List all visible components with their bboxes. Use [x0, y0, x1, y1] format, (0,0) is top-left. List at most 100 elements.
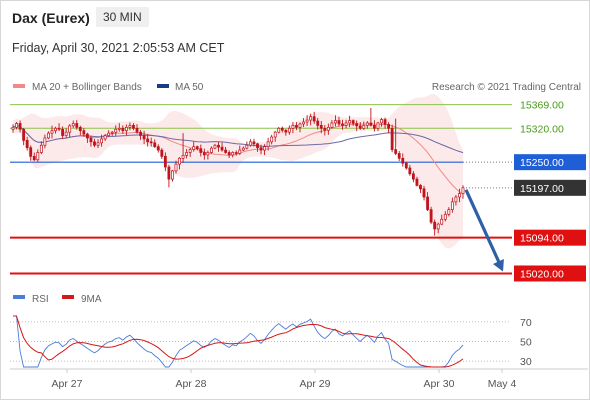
- candle: [107, 130, 111, 137]
- candle-body: [167, 166, 171, 180]
- candle: [174, 160, 178, 174]
- rsi-ma-line: [13, 315, 464, 368]
- x-axis-labels: Apr 27 Apr 28 Apr 29 Apr 30 May 4: [52, 369, 517, 390]
- candle: [362, 121, 366, 130]
- candle-body: [426, 196, 429, 210]
- candle: [61, 126, 65, 139]
- candle: [234, 150, 238, 156]
- candle-body: [238, 149, 242, 154]
- rsi-line: [13, 315, 464, 368]
- candle-body: [358, 125, 362, 129]
- candle: [369, 107, 373, 127]
- chart-datetime: Friday, April 30, 2021 2:05:53 AM CET: [12, 41, 225, 55]
- candle: [266, 137, 270, 151]
- ma20-legend-label: MA 20 + Bollinger Bands: [32, 82, 142, 93]
- candle-body: [365, 122, 369, 126]
- candle: [323, 124, 327, 136]
- candle: [295, 122, 298, 131]
- candle: [305, 115, 309, 126]
- candle: [149, 137, 153, 147]
- candle: [43, 134, 47, 149]
- ma50-legend-swatch: [157, 84, 169, 88]
- candle: [29, 145, 33, 161]
- bollinger-band-layer: [13, 94, 463, 249]
- rsi-ma-legend-label: 9MA: [81, 294, 102, 305]
- last-level-tag: [514, 179, 586, 196]
- candle: [302, 118, 305, 128]
- candle: [103, 133, 107, 141]
- pivot-level-tag: [514, 154, 586, 171]
- candle-body: [82, 130, 86, 135]
- candle-body: [433, 221, 437, 230]
- candle-body: [89, 137, 93, 143]
- candle: [429, 206, 433, 225]
- resistance-level-label: 15320.00: [520, 123, 564, 135]
- candle: [96, 139, 100, 148]
- candle-body: [220, 146, 224, 151]
- candle-body: [312, 116, 316, 122]
- candle-body: [376, 122, 380, 129]
- candle: [404, 161, 408, 170]
- projection-arrow-head: [492, 258, 504, 272]
- candle: [153, 139, 157, 148]
- candle: [146, 133, 150, 147]
- candle: [132, 123, 135, 131]
- candle-body: [202, 152, 206, 156]
- candle-body: [256, 143, 259, 149]
- candle: [15, 121, 18, 130]
- rsi-legend-swatch: [13, 295, 25, 299]
- candle-body: [330, 122, 334, 128]
- candle-body: [411, 173, 415, 180]
- candle: [411, 171, 415, 183]
- rsi-tick-label: 50: [520, 337, 532, 349]
- candle: [291, 122, 295, 134]
- candle-body: [47, 132, 50, 139]
- candle: [263, 144, 266, 156]
- pivot-level-label: 15250.00: [520, 157, 564, 169]
- candle: [78, 125, 82, 136]
- candle: [128, 122, 132, 131]
- candle: [309, 113, 313, 126]
- candle: [135, 124, 139, 134]
- candle-body: [78, 126, 82, 132]
- candle-body: [124, 126, 128, 132]
- candle: [139, 130, 142, 140]
- candle-body: [341, 123, 344, 126]
- candle-body: [68, 125, 72, 133]
- candle: [117, 123, 121, 132]
- candle-body: [146, 138, 150, 143]
- x-axis-tick-label: May 4: [488, 378, 517, 390]
- candle-body: [351, 120, 355, 124]
- candle-body: [153, 142, 157, 148]
- candle: [376, 121, 380, 131]
- candle: [351, 119, 355, 127]
- candle: [273, 130, 277, 142]
- candle-body: [348, 120, 352, 124]
- candle-body: [323, 127, 327, 131]
- candle: [426, 192, 429, 212]
- candle: [440, 214, 444, 226]
- candle-body: [185, 152, 189, 156]
- candle: [178, 156, 181, 170]
- candle: [270, 134, 274, 145]
- candle-body: [114, 128, 118, 133]
- rsi-tick-label: 70: [520, 317, 532, 329]
- candle: [213, 143, 217, 150]
- candle-body: [248, 141, 252, 146]
- candle-body: [252, 141, 256, 145]
- candle-body: [415, 178, 419, 186]
- candle: [284, 129, 288, 136]
- candle: [11, 124, 15, 133]
- candle: [383, 117, 387, 129]
- candle: [238, 145, 242, 156]
- candle-body: [217, 144, 220, 148]
- candle-body: [57, 127, 61, 130]
- candle: [82, 128, 86, 137]
- interval-badge[interactable]: 30 MIN: [96, 7, 149, 27]
- x-axis-tick-label: Apr 30: [424, 378, 455, 390]
- x-axis-tick-label: Apr 27: [52, 378, 83, 390]
- candle: [210, 146, 213, 154]
- candle-body: [390, 127, 394, 150]
- candle: [390, 124, 394, 153]
- rsi-tick-label: 30: [520, 356, 532, 368]
